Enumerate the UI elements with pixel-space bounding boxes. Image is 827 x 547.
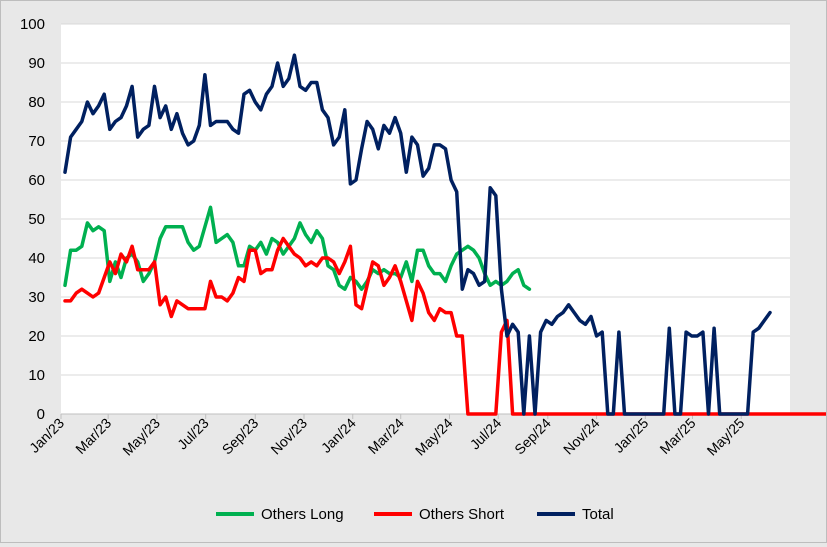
legend-label: Others Short — [419, 506, 505, 523]
x-tick-label: Jan/24 — [318, 415, 359, 456]
y-tick-label: 10 — [28, 367, 45, 384]
y-tick-label: 0 — [37, 406, 45, 423]
y-tick-label: 30 — [28, 289, 45, 306]
y-tick-label: 40 — [28, 250, 45, 267]
x-tick-label: May/25 — [704, 415, 748, 459]
x-tick-label: May/23 — [119, 415, 163, 459]
x-tick-label: Jan/23 — [26, 415, 67, 456]
x-tick-label: Mar/25 — [656, 415, 698, 457]
series-lines — [63, 53, 827, 416]
series-line-others-long — [63, 205, 532, 291]
x-tick-label: Mar/23 — [72, 415, 114, 457]
x-tick-label: May/24 — [412, 415, 456, 459]
y-tick-label: 80 — [28, 94, 45, 111]
x-tick-label: Nov/24 — [560, 415, 603, 458]
x-tick-label: Mar/24 — [365, 415, 407, 457]
x-tick-label: Sep/23 — [219, 415, 262, 458]
x-tick-label: Jan/25 — [610, 415, 651, 456]
series-line-total — [63, 53, 772, 416]
legend-label: Total — [582, 506, 614, 523]
legend-label: Others Long — [261, 506, 344, 523]
x-tick-label: Sep/24 — [511, 415, 554, 458]
y-tick-label: 20 — [28, 328, 45, 345]
y-tick-label: 100 — [20, 16, 45, 33]
y-tick-label: 60 — [28, 172, 45, 189]
y-tick-label: 70 — [28, 133, 45, 150]
y-tick-label: 50 — [28, 211, 45, 228]
x-tick-label: Jul/23 — [174, 415, 212, 453]
x-tick-label: Jul/24 — [467, 415, 505, 453]
gridlines — [61, 23, 790, 415]
legend: Others Long Others Short Total — [216, 506, 614, 523]
x-tick-label: Nov/23 — [267, 415, 310, 458]
y-tick-label: 90 — [28, 55, 45, 72]
y-axis-ticks: 0 10 20 30 40 50 60 70 80 90 100 — [20, 16, 45, 423]
x-axis-ticks: Jan/23 Mar/23 May/23 Jul/23 Sep/23 Nov/23 Jan/… — [26, 414, 748, 459]
